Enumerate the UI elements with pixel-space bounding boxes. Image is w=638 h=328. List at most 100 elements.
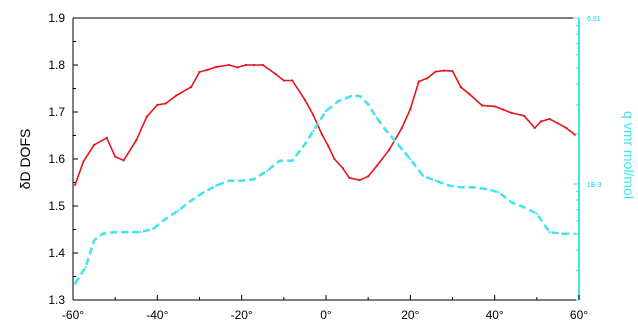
dofs-point (327, 144, 330, 147)
y2-tick-label: 0.01 (587, 16, 601, 23)
q-vmr-point (253, 178, 256, 181)
dofs-point (236, 66, 239, 69)
q-vmr-point (215, 184, 218, 187)
plot-frame (72, 17, 580, 301)
dofs-point (443, 69, 446, 72)
q-vmr-point (278, 159, 281, 162)
dofs-point (135, 139, 138, 142)
dofs-point (341, 167, 344, 170)
q-vmr-point (337, 99, 340, 103)
dofs-point (82, 160, 85, 163)
dofs-point (206, 68, 209, 71)
y2-tick-label: 1E-3 (587, 182, 602, 189)
dofs-point (426, 77, 429, 80)
x-tick-label: 40° (486, 308, 504, 322)
q-vmr-point (350, 94, 353, 98)
dofs-point (367, 175, 370, 178)
dofs-point (74, 183, 77, 186)
series-layer (74, 63, 576, 285)
dofs-point (312, 114, 315, 117)
dofs-point (320, 133, 323, 136)
dofs-point (333, 157, 336, 161)
q-vmr-point (324, 109, 328, 113)
dofs-point (190, 86, 193, 89)
q-vmr-point (472, 186, 475, 189)
dofs-point (548, 117, 551, 121)
q-vmr-point (561, 232, 564, 235)
q-vmr-point (190, 199, 193, 202)
q-vmr-point (409, 158, 412, 161)
dofs-point (156, 103, 159, 106)
q-vmr-point (126, 231, 129, 234)
dofs-point (122, 159, 125, 162)
dofs-point (434, 70, 437, 73)
dofs-point (348, 176, 351, 179)
q-vmr-point (74, 282, 77, 285)
dofs-point (565, 126, 568, 130)
dofs-point (198, 70, 201, 74)
x-tick-label: -20° (231, 308, 253, 322)
dofs-point (105, 136, 108, 139)
q-vmr-point (510, 201, 513, 204)
dofs-point (227, 63, 231, 67)
dofs-line (74, 64, 576, 186)
y-tick-label: 1.8 (48, 58, 65, 72)
dofs-point (215, 65, 218, 68)
q-vmr-point (177, 209, 180, 212)
dofs-point (375, 165, 378, 168)
dofs-point (253, 63, 256, 67)
dofs-point (510, 111, 513, 114)
q-vmr-point (84, 265, 87, 269)
q-vmr-point (535, 212, 538, 215)
y-tick-label: 1.4 (48, 246, 65, 260)
dofs-point (493, 105, 496, 108)
x-tick-label: -40° (146, 308, 168, 322)
x-tick-label: 20° (401, 308, 419, 322)
q-vmr-point (497, 191, 500, 194)
q-vmr-point (101, 232, 104, 235)
dofs-point (145, 115, 148, 118)
dofs-point (409, 108, 412, 111)
dofs-point (417, 80, 420, 83)
q-vmr-point (93, 239, 96, 242)
dofs-point (388, 148, 391, 151)
q-vmr-point (421, 174, 425, 177)
dofs-point (468, 93, 471, 96)
q-vmr-point (114, 231, 117, 234)
x-axis-ticks: -60° -40° -20° 0° 20° 40° 60° (62, 295, 588, 322)
y2-axis-title: q vmr mol/mol (621, 111, 637, 199)
q-vmr-point (291, 159, 294, 162)
dofs-point (282, 79, 285, 82)
q-vmr-point (383, 128, 387, 131)
q-vmr-point (358, 94, 361, 98)
y2-axis-ticks: 1E-3 0.01 (573, 16, 602, 301)
dofs-point (358, 179, 361, 182)
dofs-point (523, 114, 526, 117)
y-axis-ticks: 1.3 1.4 1.5 1.6 1.7 1.8 1.9 (48, 11, 78, 307)
dofs-point (114, 155, 117, 158)
q-vmr-point (265, 169, 269, 172)
q-vmr-point (367, 103, 370, 106)
q-vmr-point (548, 231, 551, 234)
dofs-point (164, 102, 167, 105)
q-vmr-point (459, 186, 462, 189)
dofs-point (175, 94, 178, 97)
x-tick-label: 60° (570, 308, 588, 322)
dofs-point (303, 98, 306, 101)
dofs-point (451, 70, 454, 73)
y-tick-label: 1.7 (48, 105, 65, 119)
dofs-point (480, 104, 484, 107)
dofs-point (261, 63, 264, 67)
q-vmr-point (152, 227, 155, 230)
y-tick-label: 1.3 (48, 293, 65, 307)
q-vmr-point (303, 143, 306, 146)
q-vmr-point (434, 179, 437, 182)
dofs-point (400, 126, 403, 130)
x-tick-label: 0° (320, 308, 332, 322)
q-vmr-point (400, 148, 403, 151)
dofs-point (244, 63, 247, 67)
q-vmr-point (447, 184, 450, 187)
x-tick-label: -60° (62, 308, 84, 322)
q-vmr-point (312, 129, 315, 132)
q-vmr-point (392, 138, 395, 141)
